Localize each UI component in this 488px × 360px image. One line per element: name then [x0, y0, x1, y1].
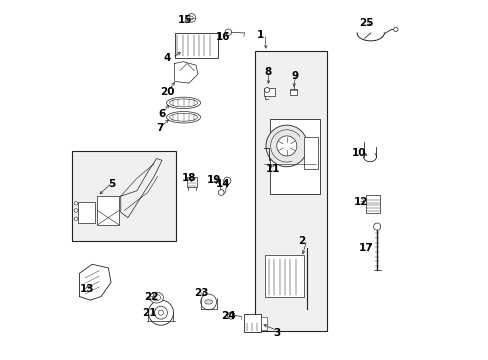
Circle shape [74, 202, 78, 205]
Circle shape [393, 27, 397, 32]
Text: 20: 20 [160, 87, 174, 97]
Bar [187, 177, 197, 187]
Text: 23: 23 [194, 288, 208, 298]
Text: 10: 10 [351, 148, 366, 158]
Circle shape [148, 300, 173, 325]
Text: 21: 21 [142, 308, 156, 318]
Bar [78, 202, 95, 223]
Text: 9: 9 [290, 71, 298, 81]
Ellipse shape [169, 113, 197, 121]
Bar [260, 318, 266, 330]
Text: 19: 19 [206, 175, 221, 185]
Circle shape [265, 125, 307, 167]
Text: 11: 11 [265, 164, 280, 174]
Bar [303, 137, 317, 169]
Circle shape [74, 217, 78, 221]
Text: 7: 7 [156, 123, 163, 133]
Text: 2: 2 [298, 236, 305, 246]
Circle shape [373, 223, 380, 230]
Text: 13: 13 [79, 284, 94, 294]
Text: 17: 17 [358, 243, 373, 253]
Circle shape [227, 312, 234, 319]
Text: 4: 4 [163, 53, 171, 63]
Text: 24: 24 [221, 311, 235, 321]
Bar [265, 255, 304, 297]
Bar [174, 33, 217, 58]
Text: 6: 6 [158, 109, 165, 119]
Circle shape [158, 310, 163, 315]
Circle shape [154, 306, 167, 319]
Bar [255, 51, 326, 330]
Ellipse shape [204, 300, 212, 304]
Text: 3: 3 [273, 328, 280, 338]
Text: 14: 14 [215, 179, 230, 189]
Bar [244, 315, 260, 332]
Bar [97, 196, 119, 225]
Bar [72, 151, 176, 241]
Circle shape [223, 177, 230, 184]
Ellipse shape [152, 294, 160, 301]
Ellipse shape [166, 97, 200, 109]
Circle shape [218, 190, 224, 195]
Text: 18: 18 [182, 173, 196, 183]
Text: 12: 12 [353, 197, 367, 207]
Circle shape [224, 29, 231, 36]
Text: 15: 15 [178, 15, 192, 26]
Bar [366, 195, 379, 213]
Bar [264, 88, 274, 96]
Ellipse shape [149, 292, 163, 303]
Text: 1: 1 [257, 30, 264, 40]
Bar [290, 89, 296, 95]
Circle shape [187, 14, 195, 22]
Ellipse shape [169, 99, 197, 107]
Bar [269, 119, 319, 194]
Circle shape [189, 16, 193, 20]
Text: 8: 8 [264, 67, 271, 77]
Circle shape [276, 136, 296, 156]
Circle shape [264, 87, 269, 93]
Ellipse shape [166, 112, 200, 123]
Text: 25: 25 [359, 18, 373, 28]
Circle shape [74, 209, 78, 212]
Circle shape [201, 294, 216, 310]
Text: 22: 22 [144, 292, 158, 302]
Text: 16: 16 [215, 32, 230, 41]
Text: 5: 5 [108, 179, 115, 189]
